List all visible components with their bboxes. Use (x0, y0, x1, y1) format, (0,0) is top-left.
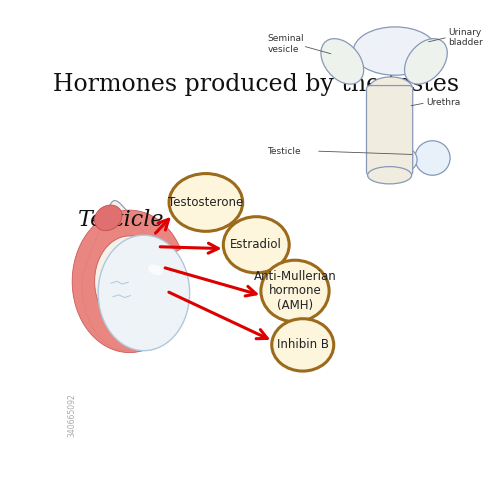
FancyBboxPatch shape (366, 86, 412, 176)
Ellipse shape (98, 235, 190, 350)
Ellipse shape (169, 174, 242, 232)
Ellipse shape (224, 216, 289, 273)
Ellipse shape (321, 38, 364, 84)
Text: Seminal
vesicle: Seminal vesicle (268, 34, 304, 54)
Text: Estradiol: Estradiol (230, 238, 282, 252)
Text: Hormones produced by the testes: Hormones produced by the testes (53, 74, 460, 96)
Text: 340665092: 340665092 (67, 394, 76, 438)
Ellipse shape (354, 27, 437, 75)
Polygon shape (82, 200, 171, 350)
Text: Testicle: Testicle (78, 209, 164, 231)
Ellipse shape (415, 141, 450, 176)
Text: Urinary
bladder: Urinary bladder (448, 28, 482, 47)
Ellipse shape (368, 77, 412, 101)
Text: Testosterone: Testosterone (168, 196, 244, 209)
Text: Urethra: Urethra (426, 98, 460, 108)
Text: Anti-Mullerian
hormone
(AMH): Anti-Mullerian hormone (AMH) (254, 270, 336, 312)
Polygon shape (72, 210, 180, 352)
Ellipse shape (272, 318, 334, 371)
Ellipse shape (261, 260, 329, 322)
Ellipse shape (390, 148, 417, 172)
Ellipse shape (94, 205, 122, 231)
Text: Inhibin B: Inhibin B (277, 338, 329, 351)
Ellipse shape (404, 38, 448, 84)
Text: Testicle: Testicle (268, 146, 301, 156)
Ellipse shape (368, 166, 412, 184)
Ellipse shape (148, 264, 163, 275)
